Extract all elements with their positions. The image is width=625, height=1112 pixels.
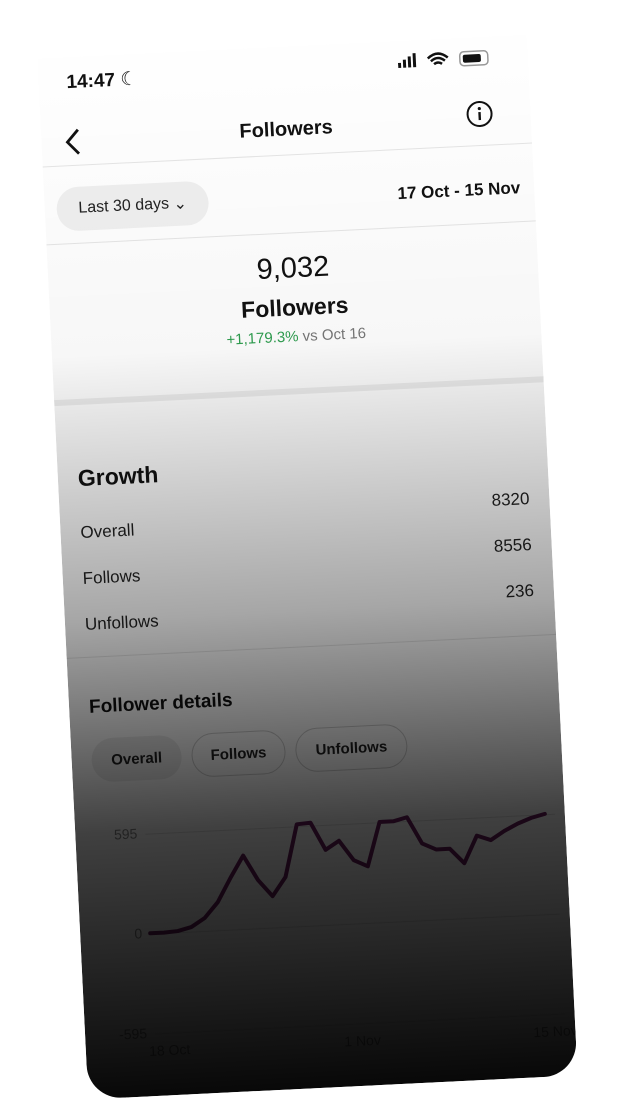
y-tick-label: 0 (134, 925, 143, 941)
tab-overall[interactable]: Overall (90, 734, 183, 783)
details-title: Follower details (88, 689, 234, 718)
y-tick-label: -595 (119, 1025, 148, 1042)
x-tick-label: 18 Oct (149, 1041, 191, 1059)
data-line (148, 811, 547, 936)
growth-value: 8320 (491, 489, 530, 510)
growth-label: Unfollows (84, 611, 160, 634)
growth-value: 8556 (493, 535, 533, 556)
y-tick-label: 595 (114, 825, 138, 842)
period-label: Last 30 days (77, 195, 170, 217)
status-icons (397, 50, 489, 68)
time: 14:47 (66, 69, 116, 94)
period-dropdown[interactable]: Last 30 days ⌄ (55, 180, 210, 232)
tab-follows[interactable]: Follows (190, 729, 287, 778)
info-button[interactable] (464, 98, 495, 129)
x-tick-label: 1 Nov (344, 1032, 381, 1050)
phone-screen: 14:47 ☾ Followers Last 30 days ⌄ 17 Oct … (36, 14, 578, 1100)
tab-unfollows[interactable]: Unfollows (294, 723, 409, 773)
growth-label: Follows (82, 566, 141, 588)
line-chart: -595 0 595 18 Oct 1 Nov 15 Nov (114, 811, 576, 1059)
growth-title: Growth (77, 461, 159, 492)
x-tick-label: 15 Nov (533, 1022, 576, 1040)
grid-line (150, 913, 560, 935)
growth-label: Overall (80, 520, 135, 543)
growth-value: 236 (505, 580, 535, 602)
date-range: 17 Oct - 15 Nov (397, 178, 521, 204)
section-divider (54, 376, 544, 407)
change-percent: +1,179.3% (226, 328, 299, 349)
grid-line (155, 1013, 565, 1035)
divider (66, 633, 557, 659)
status-time: 14:47 ☾ (66, 68, 138, 94)
comparison: vs Oct 16 (302, 324, 367, 345)
grid-line (145, 813, 555, 835)
